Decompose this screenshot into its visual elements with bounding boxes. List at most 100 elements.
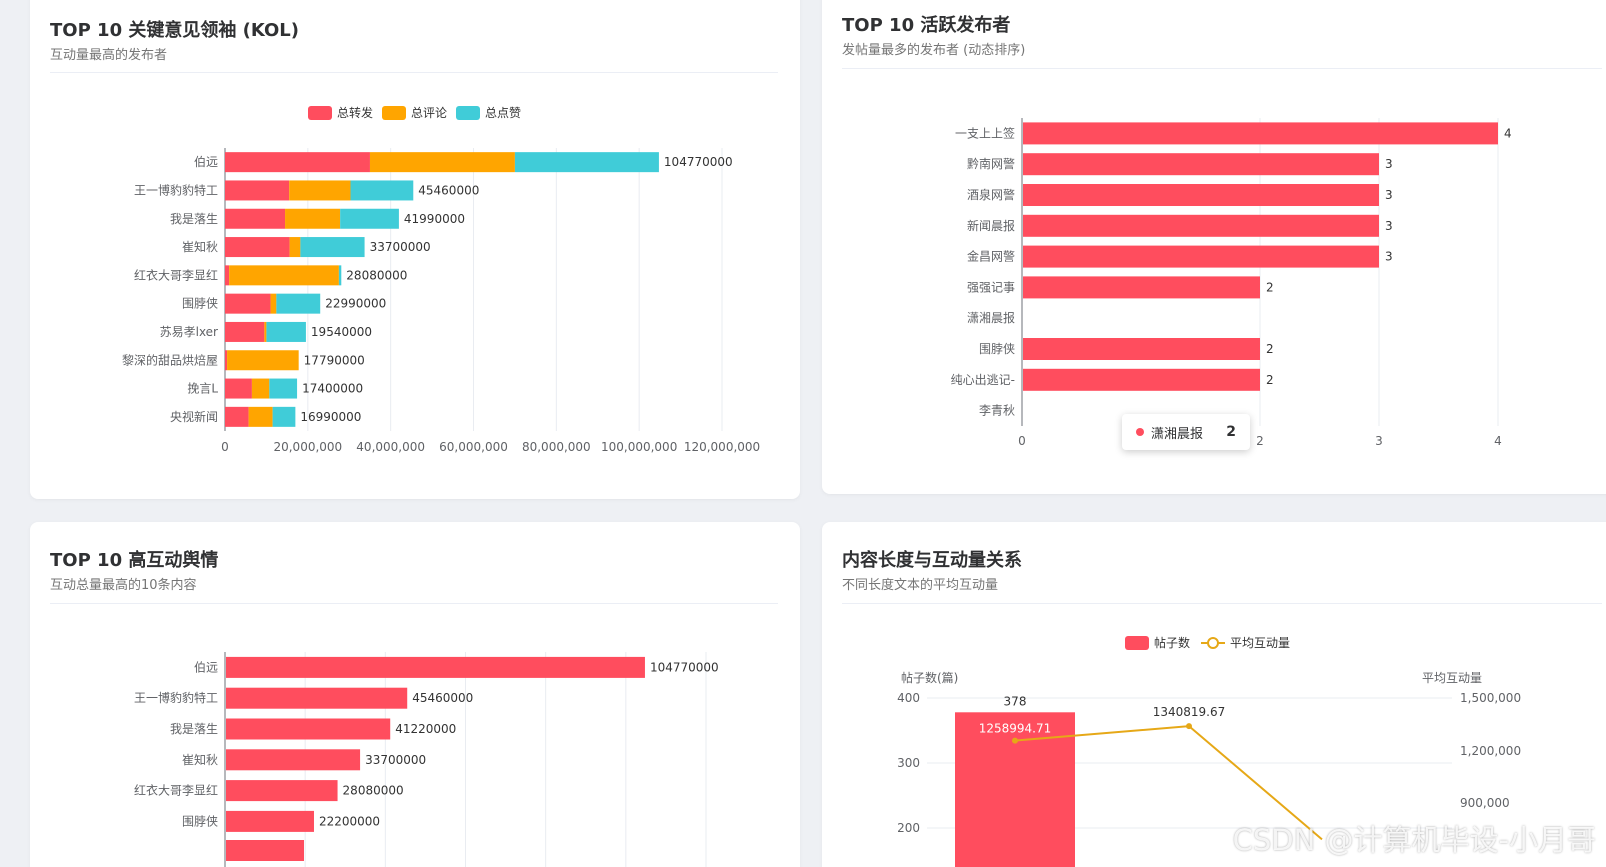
bar-segment <box>225 321 265 342</box>
y-tick-label-left: 200 <box>897 821 920 835</box>
y-axis-title-left: 帖子数(篇) <box>901 670 958 685</box>
bar <box>226 780 338 802</box>
line-data-label: 1340819.67 <box>1153 705 1226 719</box>
legend-label: 总评论 <box>411 106 447 120</box>
y-tick-label-right: 1,500,000 <box>1460 691 1521 705</box>
bar-segment <box>225 350 228 371</box>
y-tick-label: 李青秋 <box>979 403 1015 418</box>
y-tick-label: 崔知秋 <box>182 240 218 254</box>
card-title: TOP 10 高互动舆情 <box>50 550 219 571</box>
data-label: 3 <box>1385 219 1393 233</box>
data-label: 45460000 <box>418 183 479 197</box>
bar <box>1023 122 1498 145</box>
y-tick-label: 红衣大哥李显红 <box>134 783 218 798</box>
bar-segment <box>266 321 306 342</box>
y-tick-label: 黔南网警 <box>967 156 1015 171</box>
y-tick-label: 潇湘晨报 <box>967 310 1015 325</box>
legend-label: 平均互动量 <box>1230 636 1290 650</box>
data-label: 17790000 <box>304 353 365 367</box>
bar-segment <box>300 237 365 258</box>
data-label: 3 <box>1385 157 1393 171</box>
bar-segment <box>289 237 301 258</box>
data-label: 3 <box>1385 250 1393 264</box>
data-label: 104770000 <box>664 155 733 169</box>
line-point <box>1186 723 1192 730</box>
y-tick-label: 伯远 <box>194 659 218 674</box>
x-tick-label: 20,000,000 <box>273 440 342 454</box>
bar <box>1023 214 1379 237</box>
bar-segment <box>227 350 299 371</box>
data-label: 2 <box>1266 342 1274 356</box>
legend-label: 总转发 <box>337 105 373 120</box>
bar <box>1023 368 1260 391</box>
bar <box>226 687 408 709</box>
card-subtitle: 不同长度文本的平均互动量 <box>842 578 999 593</box>
data-label: 28080000 <box>346 268 407 282</box>
bar <box>1023 153 1379 176</box>
card-top-kol: TOP 10 关键意见领袖 (KOL) 互动量最高的发布者 总转发 总评论 总点赞 0… <box>30 0 800 499</box>
x-tick-label: 2 <box>1256 434 1264 448</box>
bar-segment <box>225 378 252 399</box>
data-label: 33700000 <box>365 753 426 767</box>
y-tick-label: 围脖侠 <box>182 814 218 828</box>
tooltip-value: 2 <box>1226 424 1236 440</box>
y-tick-label: 金昌网警 <box>967 249 1015 264</box>
legend-swatch <box>456 106 480 120</box>
card-divider <box>50 603 778 604</box>
line-data-label: 1258994.71 <box>979 722 1052 736</box>
x-tick-label: 60,000,000 <box>439 440 508 454</box>
bar-segment <box>251 378 270 399</box>
x-tick-label: 40,000,000 <box>356 440 425 454</box>
card-title: 内容长度与互动量关系 <box>842 550 1022 571</box>
data-label: 4 <box>1504 126 1512 140</box>
bar-segment <box>269 378 298 399</box>
x-tick-label: 0 <box>221 440 229 454</box>
bar-segment <box>225 237 290 258</box>
data-label: 33700000 <box>370 240 431 254</box>
bar-segment <box>270 293 277 314</box>
bar-segment <box>285 208 341 229</box>
card-top-active: TOP 10 活跃发布者 发帖量最多的发布者 (动态排序) 0 2 3 4 一支上上签 4… <box>822 0 1606 494</box>
x-tick-label: 4 <box>1494 434 1502 448</box>
chart-tooltip: 潇湘晨报 2 <box>1122 414 1250 450</box>
y-tick-label: 挽言L <box>187 382 218 396</box>
tooltip-name: 潇湘晨报 <box>1151 426 1204 442</box>
bar <box>226 718 391 740</box>
bar-segment <box>225 208 286 229</box>
y-tick-label: 一支上上签 <box>955 125 1015 140</box>
tooltip-marker <box>1136 428 1144 436</box>
data-label: 22990000 <box>325 297 386 311</box>
bar <box>226 840 304 861</box>
data-label: 104770000 <box>650 660 719 674</box>
x-tick-label: 3 <box>1375 434 1383 448</box>
legend-marker <box>1207 637 1219 649</box>
data-label: 22200000 <box>319 814 380 828</box>
watermark: CSDN @计算机毕设-小月哥 <box>1232 823 1596 857</box>
y-tick-label-left: 400 <box>897 691 920 705</box>
y-tick-label: 苏易孝lxer <box>160 325 218 339</box>
bar-segment <box>225 180 290 201</box>
data-label: 2 <box>1266 280 1274 294</box>
y-tick-label: 强强记事 <box>967 280 1015 294</box>
y-tick-label: 王一博豹豹特工 <box>134 182 218 197</box>
x-tick-label: 120,000,000 <box>684 440 760 454</box>
y-tick-label: 酒泉网警 <box>967 187 1015 202</box>
data-label: 2 <box>1266 373 1274 387</box>
y-tick-label-left: 300 <box>897 756 920 770</box>
y-tick-label: 伯远 <box>194 154 218 169</box>
card-divider <box>842 603 1602 604</box>
card-title: TOP 10 活跃发布者 <box>842 15 1011 36</box>
bar-segment <box>276 293 321 314</box>
line-point <box>1012 737 1018 744</box>
y-tick-label: 纯心出逃记- <box>951 373 1015 387</box>
data-label: 16990000 <box>300 410 361 424</box>
y-tick-label: 红衣大哥李显红 <box>134 267 218 282</box>
bar-segment <box>225 265 230 286</box>
y-tick-label-right: 1,200,000 <box>1460 744 1521 758</box>
bar <box>1023 245 1379 268</box>
card-top-engagement: TOP 10 高互动舆情 互动总量最高的10条内容 伯远 104770000 王一博… <box>30 522 800 867</box>
bar-segment <box>369 152 515 173</box>
y-tick-label: 围脖侠 <box>979 342 1015 356</box>
bar-segment <box>340 208 399 229</box>
